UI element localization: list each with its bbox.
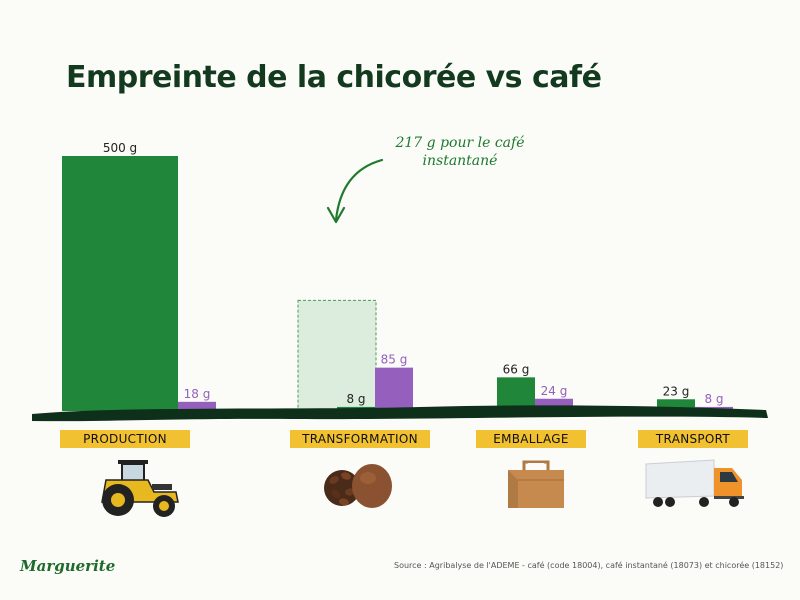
data-label-transformation-series-2: 85 g bbox=[381, 353, 408, 367]
coffee-beans-icon bbox=[324, 464, 392, 508]
category-label-emballage: EMBALLAGE bbox=[476, 430, 586, 448]
data-label-production-series-2: 18 g bbox=[184, 387, 211, 401]
annotation-arrowhead bbox=[326, 206, 346, 224]
brand-logo: Marguerite bbox=[20, 557, 116, 575]
tractor-icon bbox=[101, 460, 179, 517]
annotation-line-1: 217 g pour le café bbox=[395, 135, 525, 151]
category-label-transport: TRANSPORT bbox=[638, 430, 748, 448]
truck-icon bbox=[645, 459, 744, 507]
annotation-line-2: instantané bbox=[422, 153, 498, 169]
data-label-emballage-series-2: 24 g bbox=[541, 384, 568, 398]
data-label-emballage-series-1: 66 g bbox=[503, 362, 530, 376]
data-label-production-series-1: 500 g bbox=[103, 141, 137, 155]
annotation-text: 217 g pour le café instantané bbox=[380, 134, 540, 170]
cardboard-box-icon bbox=[508, 460, 564, 508]
bar-transformation-series-2 bbox=[375, 367, 413, 411]
data-label-transport-series-1: 23 g bbox=[663, 384, 690, 398]
data-label-transformation-series-1: 8 g bbox=[346, 392, 365, 406]
data-label-transport-series-2: 8 g bbox=[704, 392, 723, 406]
category-label-transformation: TRANSFORMATION bbox=[290, 430, 430, 448]
chart-title: Empreinte de la chicorée vs café bbox=[66, 60, 602, 95]
ground-line bbox=[32, 405, 768, 422]
bar-production-series-2 bbox=[178, 401, 216, 411]
ghost-bar-instant-coffee bbox=[297, 299, 377, 412]
annotation-arrow bbox=[334, 158, 384, 222]
source-note: Source : Agribalyse de l'ADEME - café (c… bbox=[394, 561, 784, 570]
bar-production-series-1 bbox=[62, 156, 178, 411]
category-label-production: PRODUCTION bbox=[60, 430, 190, 448]
bar-transport-series-1 bbox=[657, 399, 695, 411]
